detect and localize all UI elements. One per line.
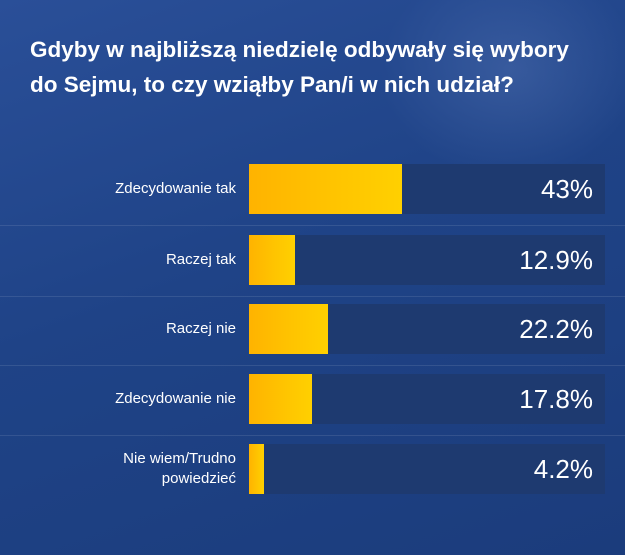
bar bbox=[249, 235, 295, 285]
value-label: 12.9% bbox=[519, 245, 593, 275]
bar-row: Nie wiem/Trudno powiedzieć 4.2% bbox=[0, 444, 625, 494]
bar-track: 12.9% bbox=[249, 235, 605, 285]
row-divider bbox=[0, 435, 625, 436]
bar-track: 43% bbox=[249, 164, 605, 214]
category-label: Nie wiem/Trudno powiedzieć bbox=[123, 450, 236, 487]
bar-row: Raczej tak 12.9% bbox=[0, 235, 625, 285]
bar-row: Zdecydowanie nie 17.8% bbox=[0, 374, 625, 424]
category-label: Raczej nie bbox=[165, 320, 236, 337]
row-divider bbox=[0, 365, 625, 366]
bar bbox=[249, 444, 264, 494]
bar bbox=[249, 374, 313, 424]
value-label: 43% bbox=[540, 174, 593, 204]
bar-row: Zdecydowanie tak 43% bbox=[0, 164, 625, 214]
row-divider bbox=[0, 296, 625, 297]
category-label: Raczej tak bbox=[165, 251, 236, 268]
background-glow bbox=[380, 0, 625, 180]
category-label: Zdecydowanie nie bbox=[115, 390, 236, 407]
bar-track: 22.2% bbox=[249, 304, 605, 354]
row-divider bbox=[0, 225, 625, 226]
bar bbox=[249, 304, 329, 354]
bar-track: 17.8% bbox=[249, 374, 605, 424]
value-label: 4.2% bbox=[533, 454, 593, 484]
bar-track: 4.2% bbox=[249, 444, 605, 494]
bar bbox=[249, 164, 403, 214]
bar-row: Raczej nie 22.2% bbox=[0, 304, 625, 354]
value-label: 22.2% bbox=[519, 314, 593, 344]
category-label: Zdecydowanie tak bbox=[115, 180, 236, 197]
value-label: 17.8% bbox=[519, 384, 593, 414]
chart-title: Gdyby w najbliższą niedzielę odbywały si… bbox=[30, 37, 569, 97]
